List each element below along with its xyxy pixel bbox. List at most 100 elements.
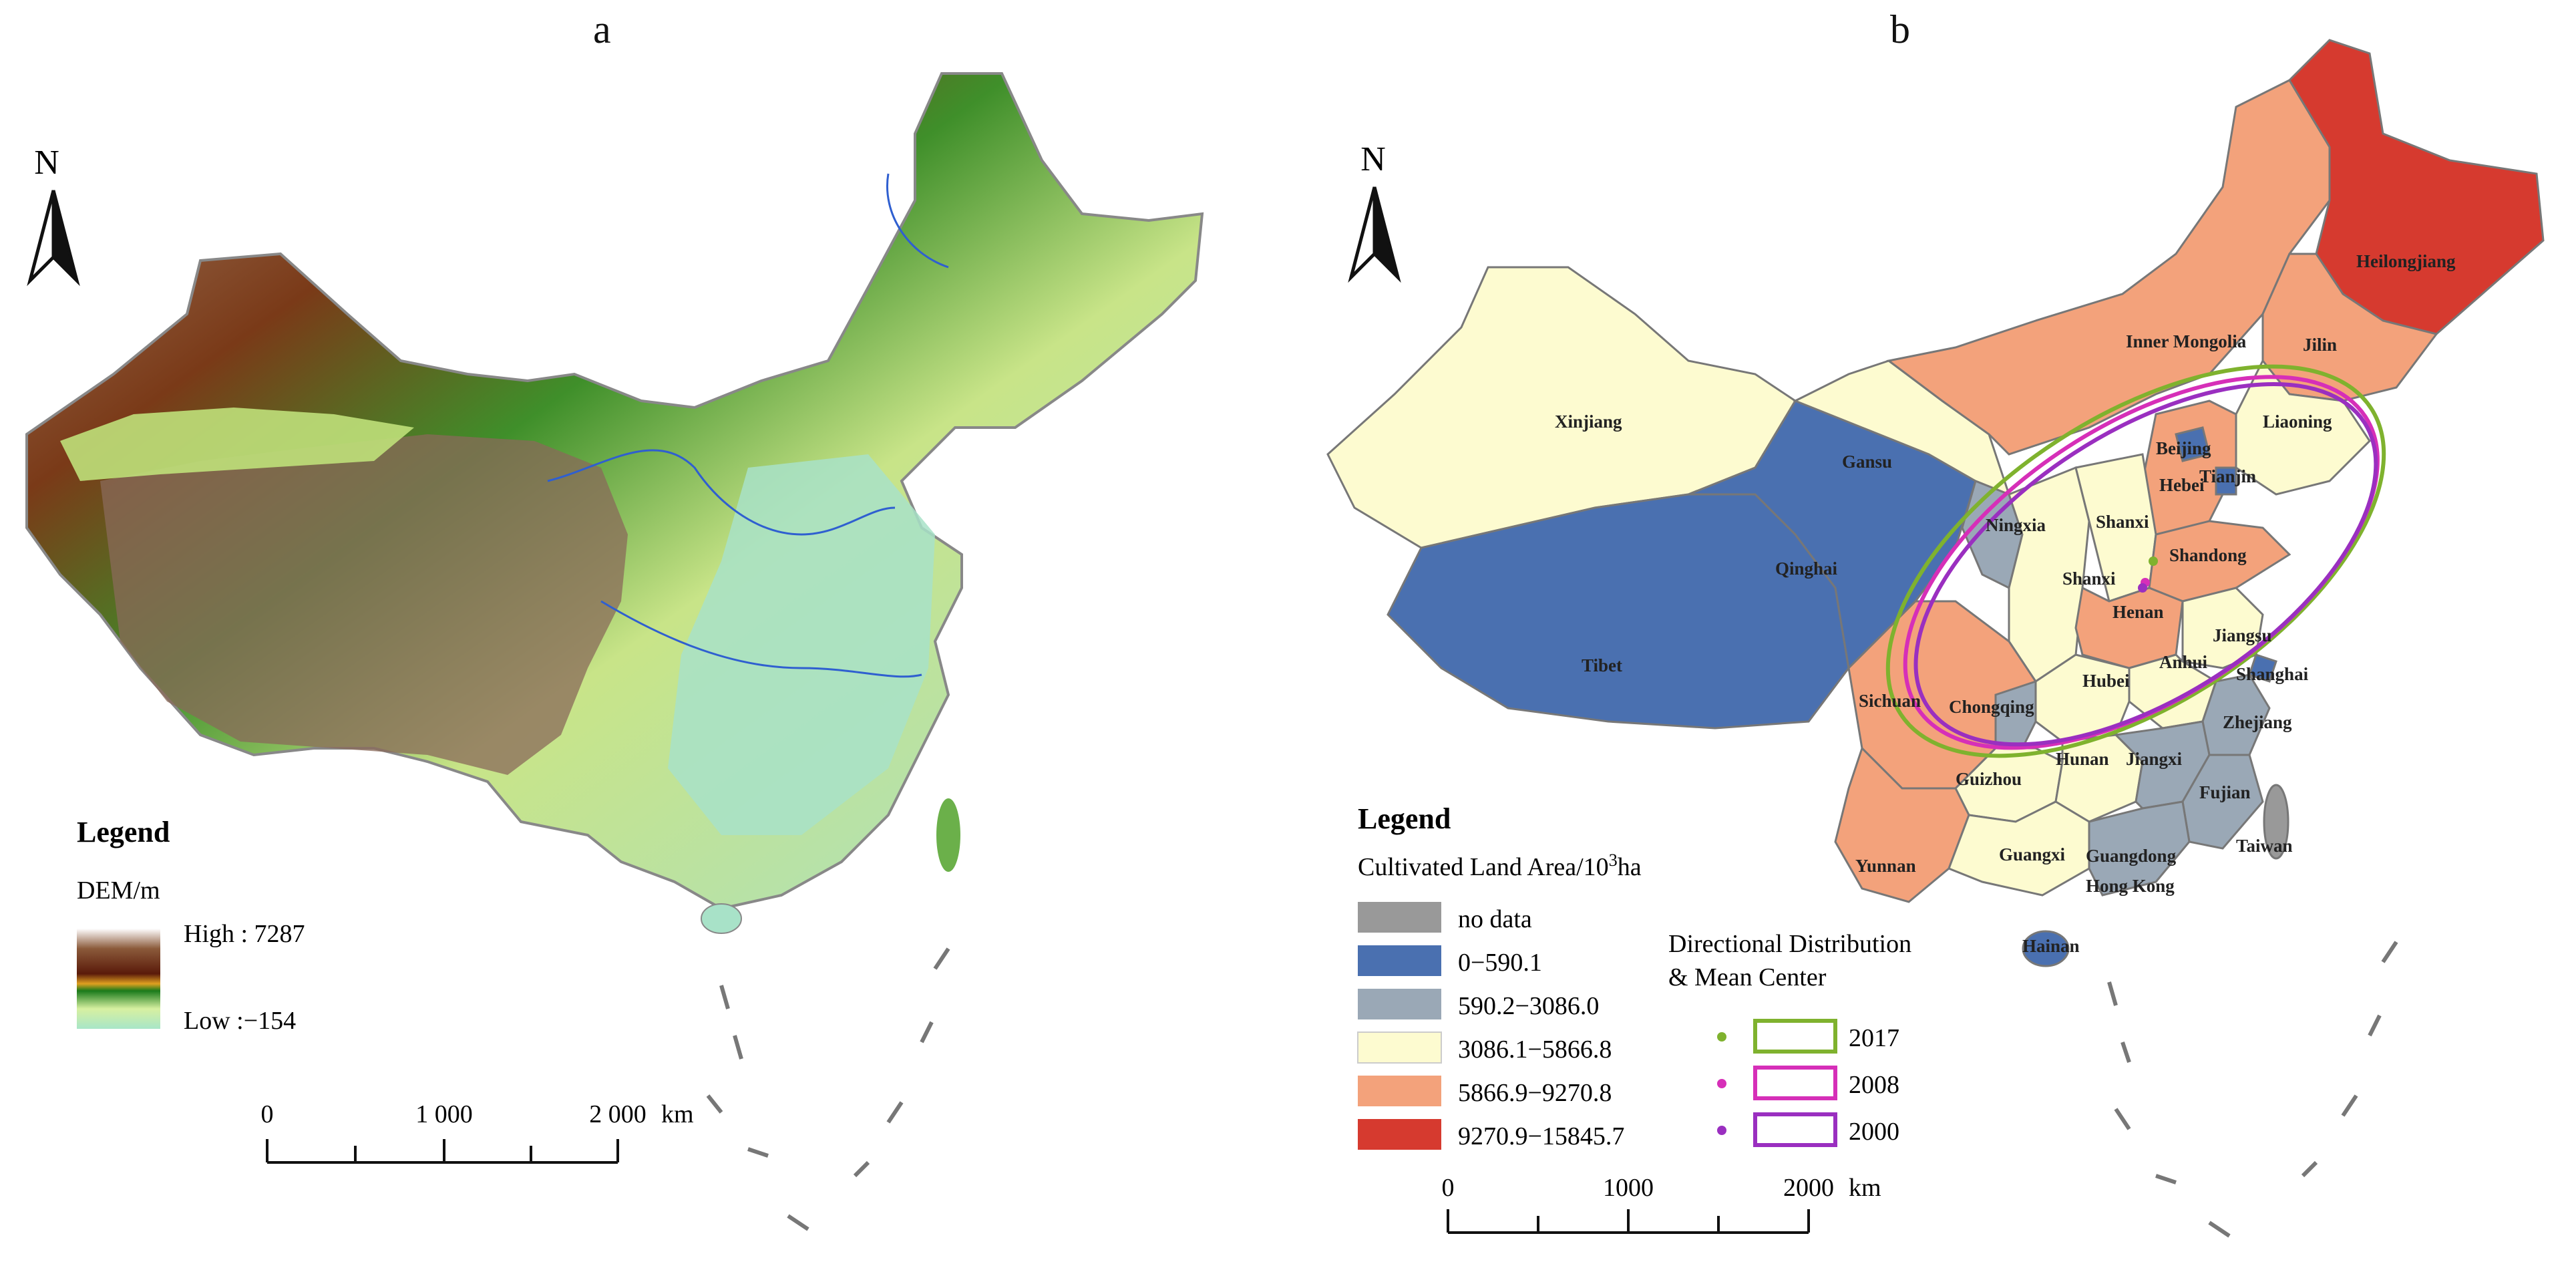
province-labels: Heilongjiang Inner Mongolia Jilin Liaoni… xyxy=(1555,251,2456,956)
legend-class-5: 9270.9−15845.7 xyxy=(1458,1122,1624,1150)
panel-b-cultivated-land-map: b xyxy=(1288,0,2576,1270)
legend-subtitle-b: Cultivated Land Area/103ha xyxy=(1358,850,1642,881)
region-gansu xyxy=(1793,359,2011,496)
legend-ellipse-2000 xyxy=(1753,1112,1837,1147)
label-jiangxi: Jiangxi xyxy=(2126,749,2183,769)
legend-subtitle-a: DEM/m xyxy=(77,877,160,905)
label-chongqing: Chongqing xyxy=(1949,697,2034,717)
scale-tick-2-b: 2000 xyxy=(1783,1174,1834,1202)
scale-bar-a: 0 1 000 2 000 km xyxy=(261,1100,694,1164)
legend-ellipse-2017 xyxy=(1753,1019,1837,1054)
label-qinghai: Qinghai xyxy=(1775,559,1838,579)
label-inner-mongolia: Inner Mongolia xyxy=(2126,331,2247,351)
legend-swatch-5 xyxy=(1358,1119,1441,1150)
legend-year-2017: 2017 xyxy=(1849,1024,1899,1052)
legend-class-4: 5866.9−9270.8 xyxy=(1458,1079,1612,1107)
label-fujian: Fujian xyxy=(2199,782,2251,802)
label-heilongjiang: Heilongjiang xyxy=(2356,251,2456,271)
mean-center-2000 xyxy=(2138,583,2147,593)
eastern-plain xyxy=(668,454,935,835)
legend-swatch-1 xyxy=(1358,945,1441,976)
legend-class-2: 590.2−3086.0 xyxy=(1458,992,1599,1020)
region-taiwan xyxy=(2263,784,2289,860)
label-zhejiang: Zhejiang xyxy=(2223,712,2292,732)
label-shanxi-1: Shanxi xyxy=(2096,512,2149,532)
region-guangdong xyxy=(2088,800,2191,897)
scale-unit-a: km xyxy=(661,1100,694,1128)
label-yunnan: Yunnan xyxy=(1855,856,1916,876)
plateau-region xyxy=(100,434,628,775)
north-label-a: N xyxy=(34,144,59,182)
label-ningxia: Ningxia xyxy=(1986,515,2046,535)
panel-a-dem-map: a xyxy=(25,7,1204,1231)
label-jilin: Jilin xyxy=(2303,335,2337,355)
mean-center-2017 xyxy=(2149,557,2158,566)
dem-color-ramp xyxy=(77,929,160,1029)
south-china-sea-boundary-b xyxy=(2107,941,2398,1238)
label-liaoning: Liaoning xyxy=(2263,412,2332,432)
label-hunan: Hunan xyxy=(2056,749,2109,769)
label-hainan: Hainan xyxy=(2022,936,2080,956)
legend-class-0: no data xyxy=(1458,905,1532,933)
north-label-b: N xyxy=(1360,140,1386,178)
legend-center-2017 xyxy=(1717,1032,1726,1042)
legend-swatch-2 xyxy=(1358,989,1441,1019)
legend-class-3: 3086.1−5866.8 xyxy=(1458,1036,1612,1064)
legend-swatch-4 xyxy=(1358,1076,1441,1106)
panel-a-label: a xyxy=(593,7,611,51)
cultivated-map-svg: Heilongjiang Inner Mongolia Jilin Liaoni… xyxy=(1326,39,2545,1238)
scale-bar-b: 0 1000 2000 km xyxy=(1442,1174,1881,1234)
label-shandong: Shandong xyxy=(2169,545,2247,565)
legend-title-a: Legend xyxy=(77,816,170,848)
region-tianjin xyxy=(2215,466,2237,496)
label-hebei: Hebei xyxy=(2159,475,2205,495)
region-beijing xyxy=(2175,426,2211,462)
legend-center-2008 xyxy=(1717,1079,1726,1088)
label-anhui: Anhui xyxy=(2159,652,2208,672)
dem-map-svg: N Legend DEM/m High : 7287 Low :−154 0 1… xyxy=(25,72,1204,1231)
rivers xyxy=(547,173,949,678)
tarim-basin xyxy=(60,408,414,481)
hainan-island xyxy=(701,903,742,934)
region-hubei xyxy=(2034,653,2131,743)
legend-swatch-0 xyxy=(1358,902,1441,933)
label-shanxi-2: Shanxi xyxy=(2062,569,2116,589)
region-chongqing xyxy=(1994,679,2037,750)
scale-tick-0-b: 0 xyxy=(1442,1174,1455,1202)
label-hong-kong: Hong Kong xyxy=(2086,876,2175,896)
label-guizhou: Guizhou xyxy=(1956,769,2022,789)
label-henan: Henan xyxy=(2112,602,2164,622)
legend-ellipse-2008 xyxy=(1753,1066,1837,1100)
label-shanghai: Shanghai xyxy=(2236,664,2309,684)
region-shanghai xyxy=(2248,653,2277,683)
taiwan-island xyxy=(936,798,960,872)
directional-title-1: Directional Distribution xyxy=(1668,930,1911,958)
region-heilongjiang xyxy=(2288,39,2545,335)
north-arrow-a: N xyxy=(27,144,80,287)
directional-title-2: & Mean Center xyxy=(1668,963,1827,991)
ellipse-2017 xyxy=(1885,364,2386,758)
scale-tick-0-a: 0 xyxy=(261,1100,274,1128)
directional-ellipses xyxy=(1885,364,2386,758)
label-tibet: Tibet xyxy=(1582,655,1622,675)
region-jilin xyxy=(2261,253,2438,402)
legend-swatch-3 xyxy=(1357,1031,1442,1064)
scale-unit-b: km xyxy=(1849,1174,1881,1202)
legend-low-a: Low :−154 xyxy=(184,1007,296,1035)
scale-tick-1-a: 1 000 xyxy=(415,1100,473,1128)
label-beijing: Beijing xyxy=(2156,438,2211,458)
legend-title-b: Legend xyxy=(1358,802,1451,835)
panel-b-label: b xyxy=(1890,7,1910,51)
legend-high-a: High : 7287 xyxy=(184,920,305,948)
provinces-layer xyxy=(1326,39,2545,967)
label-tianjin: Tianjin xyxy=(2199,466,2256,486)
legend-directional: Directional Distribution & Mean Center 2… xyxy=(1668,930,1911,1147)
ellipse-2000 xyxy=(1913,382,2378,747)
label-gansu: Gansu xyxy=(1842,452,1892,472)
label-hubei: Hubei xyxy=(2082,671,2130,691)
north-arrow-icon-b xyxy=(1348,186,1376,283)
region-yunnan xyxy=(1834,746,1970,903)
label-sichuan: Sichuan xyxy=(1859,691,1921,711)
scale-tick-2-a: 2 000 xyxy=(589,1100,647,1128)
legend-year-2008: 2008 xyxy=(1849,1071,1899,1099)
